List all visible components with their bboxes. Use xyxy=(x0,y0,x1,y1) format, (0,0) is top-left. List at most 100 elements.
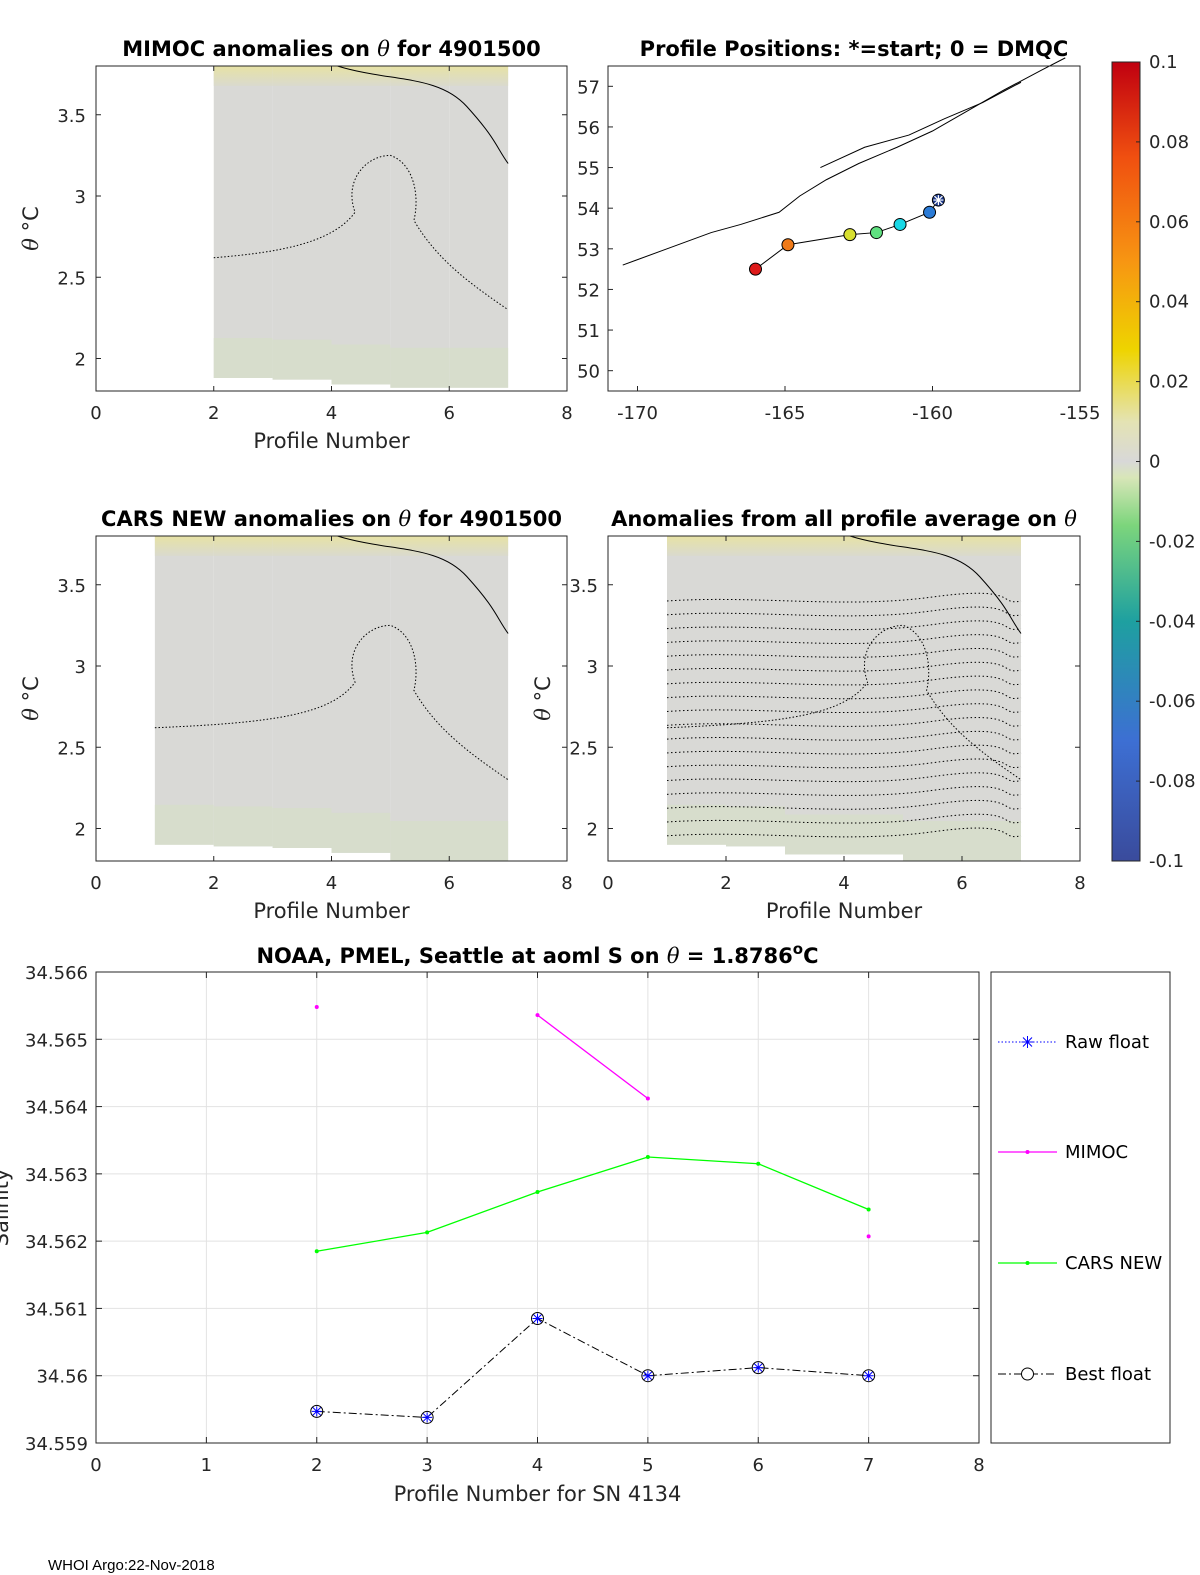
legend-label: Best float xyxy=(1065,1364,1151,1385)
profile-position-marker xyxy=(781,238,795,252)
contour-dotted xyxy=(666,827,1022,838)
heatmap-column xyxy=(213,66,273,378)
x-tick-label: 6 xyxy=(753,1455,764,1476)
legend-marker xyxy=(1025,1150,1030,1154)
y-tick-label: 52 xyxy=(577,280,600,301)
heatmap-column xyxy=(272,66,332,380)
contour-dotted xyxy=(666,647,1022,658)
x-tick-label: 8 xyxy=(561,873,572,894)
heatmap-cool-band xyxy=(667,804,726,845)
legend-box xyxy=(990,971,1171,1444)
x-tick-label: 4 xyxy=(838,873,849,894)
heatmap-warm-band xyxy=(154,536,214,556)
y-tick-label: 34.56 xyxy=(36,1367,88,1388)
y-label-theta: θ xyxy=(19,238,43,251)
coastline xyxy=(622,57,1066,266)
data-point-raw-float xyxy=(532,1313,543,1324)
x-tick-label: 2 xyxy=(208,403,219,424)
heatmap-warm-band xyxy=(272,66,332,86)
y-tick-label: 34.566 xyxy=(25,963,88,984)
heatmap-column xyxy=(903,536,1021,861)
contour-dotted xyxy=(213,154,509,311)
title-theta: θ xyxy=(398,507,411,531)
panel-title: Profile Positions: *=start; 0 = DMQC xyxy=(640,37,1069,61)
colorbar: 0.1 0.08 0.06 0.04 0.02 0 -0.02 -0.04 -0.06 -0.08… xyxy=(1111,52,1196,872)
heatmap-cool-band xyxy=(272,339,332,380)
heatmap-cool-band xyxy=(213,338,273,378)
heatmap-cool-band xyxy=(390,347,450,388)
data-point-raw-float xyxy=(311,1406,322,1417)
title-part: = 1.8786 xyxy=(680,944,793,968)
data-point-cars-new xyxy=(425,1230,430,1235)
heatmap-column xyxy=(331,66,391,385)
y-tick-label: 34.565 xyxy=(25,1030,88,1051)
data-point-mimoc xyxy=(866,1234,871,1239)
x-tick-label: -155 xyxy=(1060,403,1101,424)
heatmap-warm-band xyxy=(272,536,332,556)
heatmap-warm-band xyxy=(213,66,273,86)
title-part: NOAA, PMEL, Seattle at aoml S on xyxy=(256,944,666,968)
heatmap-cool-band xyxy=(154,804,214,845)
colorbar-tick-label: -0.08 xyxy=(1149,771,1196,792)
x-tick-label: 2 xyxy=(720,873,731,894)
contour-dotted xyxy=(666,703,1022,714)
x-tick-label: 0 xyxy=(90,403,101,424)
data-point-cars-new xyxy=(866,1207,871,1212)
data-point-cars-new xyxy=(314,1249,319,1254)
y-tick-label: 53 xyxy=(577,240,600,261)
title-theta: θ xyxy=(1064,507,1077,531)
heatmap-warm-band xyxy=(390,66,450,86)
y-tick-label: 34.561 xyxy=(25,1299,88,1320)
x-tick-label: 4 xyxy=(326,873,337,894)
colorbar-tick-label: 0.06 xyxy=(1149,212,1189,233)
contour-dotted xyxy=(666,786,1022,796)
x-tick-label: 4 xyxy=(532,1455,543,1476)
y-axis-label: θ °C xyxy=(19,206,43,251)
x-axis-label: Profile Number xyxy=(253,429,410,453)
heatmap-cool-band xyxy=(726,806,785,847)
x-tick-label: 0 xyxy=(90,873,101,894)
heatmap-column xyxy=(154,536,214,845)
colorbar-tick-label: -0.1 xyxy=(1149,851,1184,872)
data-point-best-float xyxy=(641,1369,655,1383)
colorbar-tick-label: 0.02 xyxy=(1149,372,1189,393)
title-part: MIMOC anomalies on xyxy=(122,37,377,61)
panel-title: NOAA, PMEL, Seattle at aoml S on θ = 1.8… xyxy=(256,940,818,968)
panel-title: CARS NEW anomalies on θ for 4901500 xyxy=(101,507,562,531)
title-part: C xyxy=(803,944,818,968)
x-tick-label: 2 xyxy=(311,1455,322,1476)
data-point-cars-new xyxy=(645,1155,650,1160)
panel-title: Anomalies from all profile average on θ xyxy=(611,507,1077,531)
x-axis-label: Profile Number xyxy=(253,899,410,923)
y-tick-label: 2 xyxy=(75,820,86,841)
y-tick-label: 2 xyxy=(75,350,86,371)
y-tick-label: 3.5 xyxy=(57,106,86,127)
data-point-best-float xyxy=(862,1369,876,1383)
heatmap-column xyxy=(390,66,450,388)
x-tick-label: 8 xyxy=(1074,873,1085,894)
y-tick-label: 55 xyxy=(577,159,600,180)
data-point-best-float xyxy=(310,1404,324,1418)
heatmap-warm-band xyxy=(785,536,903,556)
x-tick-label: 0 xyxy=(90,1455,101,1476)
y-tick-label: 56 xyxy=(577,118,600,139)
heatmap-warm-band xyxy=(903,536,1021,556)
colorbar-tick-label: 0.08 xyxy=(1149,132,1189,153)
heatmap-cool-band xyxy=(331,812,391,853)
colorbar-tick-label: -0.06 xyxy=(1149,691,1196,712)
heatmap-cool-band xyxy=(331,344,391,385)
heatmap-column xyxy=(726,536,785,847)
y-label-theta: θ xyxy=(531,708,555,721)
contour-line xyxy=(337,535,509,634)
colorbar-tick-label: -0.04 xyxy=(1149,611,1196,632)
y-tick-label: 51 xyxy=(577,321,600,342)
data-point-mimoc xyxy=(645,1096,650,1101)
data-point-best-float xyxy=(420,1410,434,1424)
x-tick-label: 6 xyxy=(444,403,455,424)
x-tick-label: 8 xyxy=(561,403,572,424)
y-tick-label: 3 xyxy=(75,657,86,678)
profile-average-anomaly-plot: 0 2 4 6 8 2 2.5 3 3.5 Anomalies from all profile … xyxy=(531,507,1086,923)
y-tick-label: 34.559 xyxy=(25,1434,88,1455)
heatmap-warm-band xyxy=(331,536,391,556)
legend-marker xyxy=(1025,1261,1030,1265)
